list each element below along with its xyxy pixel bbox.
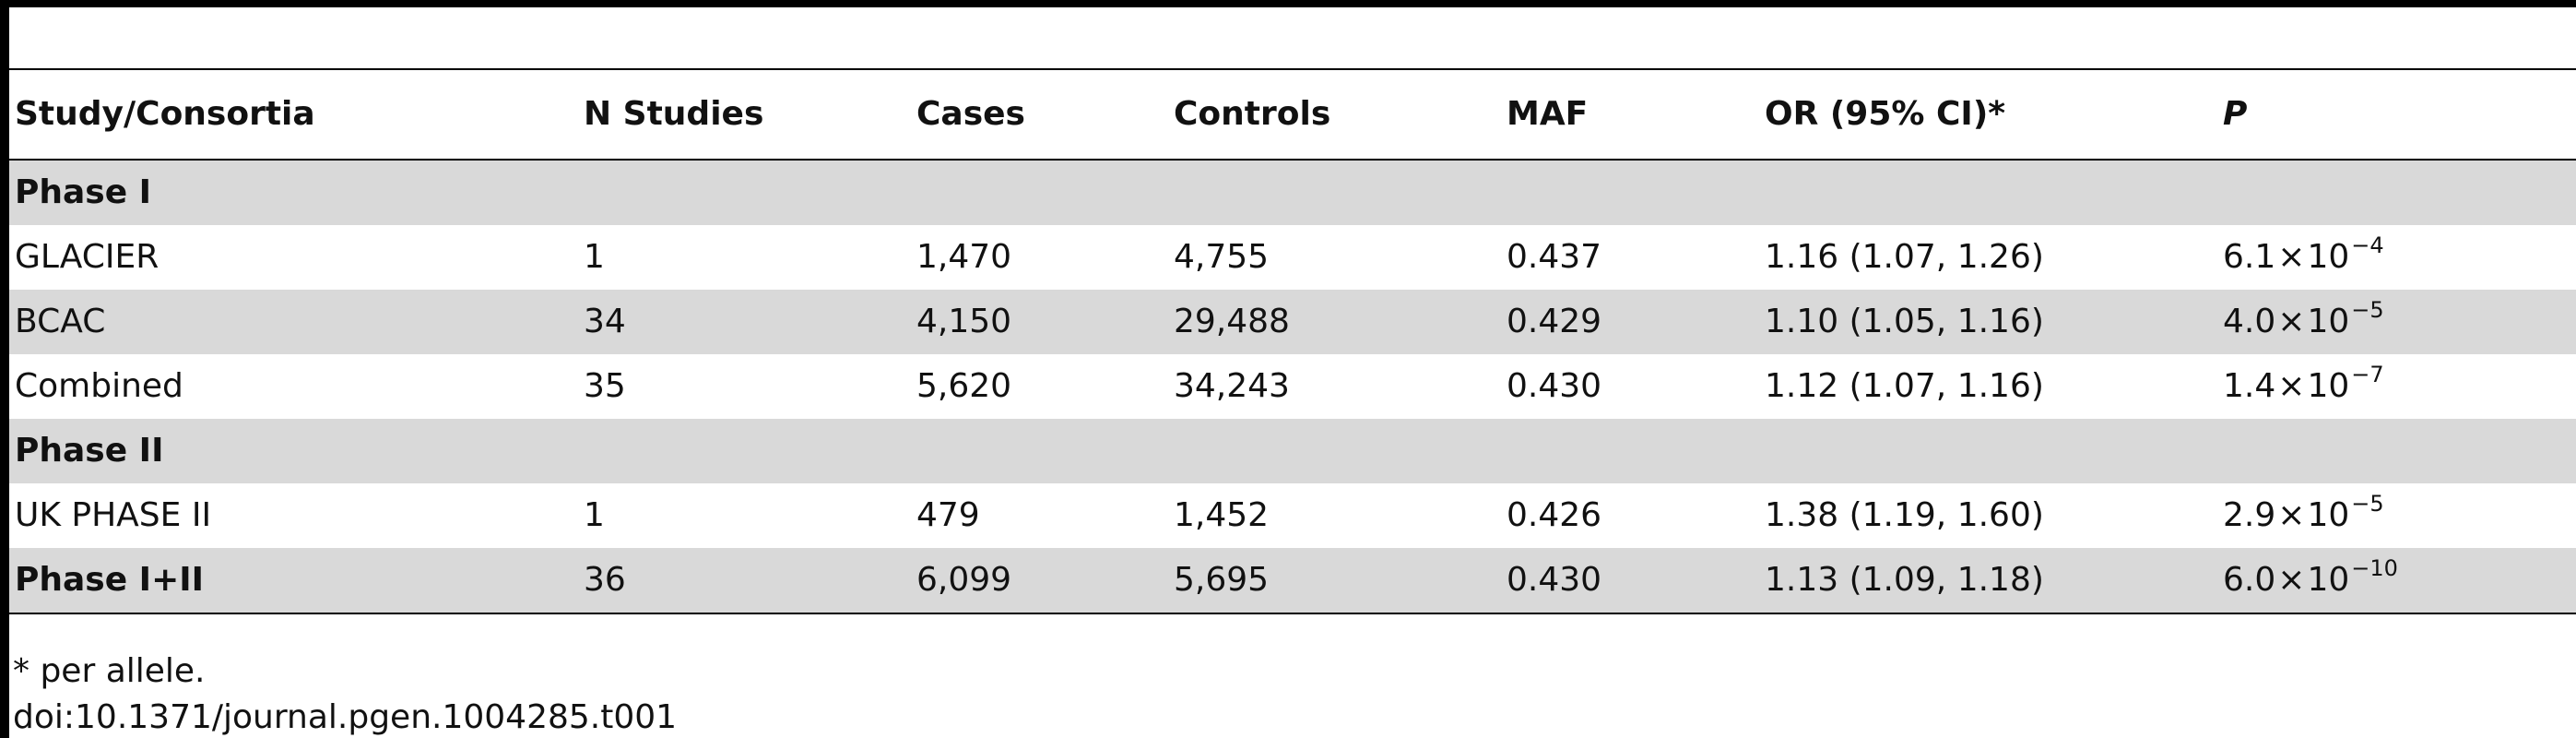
p-base: 10 <box>2307 303 2350 340</box>
cell-cases: 5,620 <box>916 367 1012 405</box>
header-p: P <box>2223 95 2248 133</box>
cell-study: Phase II <box>15 432 164 470</box>
footnote-per-allele: * per allele. <box>13 652 206 690</box>
times-sign: × <box>2277 303 2306 340</box>
cell-n-studies: 1 <box>584 238 605 276</box>
cell-maf: 0.430 <box>1507 367 1602 405</box>
cell-study: Combined <box>15 367 183 405</box>
p-base: 10 <box>2307 496 2350 534</box>
cell-study: UK PHASE II <box>15 496 212 534</box>
p-exponent: −5 <box>2351 491 2384 517</box>
cell-p: 2.9×10−5 <box>2217 493 2576 534</box>
table-row: UK PHASE II 1 479 1,452 0.426 1.38 (1.19, 1.6… <box>9 483 2576 548</box>
table-row: Phase I+II 36 6,099 5,695 0.430 1.13 (1.09, 1… <box>9 548 2576 613</box>
p-mantissa: 6.1 <box>2223 238 2276 276</box>
table-section-row: Phase II <box>9 419 2576 483</box>
p-base: 10 <box>2307 367 2350 405</box>
cell-controls: 5,695 <box>1174 561 1270 599</box>
p-base: 10 <box>2307 238 2350 276</box>
p-exponent: −10 <box>2351 555 2398 581</box>
cell-study: Phase I <box>15 173 152 211</box>
header-n-studies: N Studies <box>584 95 764 133</box>
header-cases: Cases <box>916 95 1025 133</box>
cell-maf: 0.437 <box>1507 238 1602 276</box>
cell-p: 6.1×10−4 <box>2217 234 2576 276</box>
table-row: Combined 35 5,620 34,243 0.430 1.12 (1.07, 1.… <box>9 354 2576 419</box>
cell-study: Phase I+II <box>15 561 205 599</box>
table-body: Phase I GLACIER 1 1,470 4,755 0.437 1.16 (1.07… <box>9 161 2576 613</box>
p-mantissa: 4.0 <box>2223 303 2276 340</box>
header-maf: MAF <box>1507 95 1589 133</box>
cell-cases: 1,470 <box>916 238 1012 276</box>
p-exponent: −5 <box>2351 297 2384 323</box>
times-sign: × <box>2277 367 2306 405</box>
cell-n-studies: 34 <box>584 303 626 340</box>
times-sign: × <box>2277 238 2306 276</box>
cell-p: 4.0×10−5 <box>2217 299 2576 340</box>
cell-p: 1.4×10−7 <box>2217 363 2576 405</box>
cell-cases: 4,150 <box>916 303 1012 340</box>
cell-controls: 29,488 <box>1174 303 1290 340</box>
header-or: OR (95% CI)* <box>1765 95 2006 133</box>
p-mantissa: 1.4 <box>2223 367 2276 405</box>
cell-n-studies: 36 <box>584 561 626 599</box>
cell-maf: 0.430 <box>1507 561 1602 599</box>
cell-maf: 0.429 <box>1507 303 1602 340</box>
cell-or: 1.10 (1.05, 1.16) <box>1765 303 2044 340</box>
table-row: GLACIER 1 1,470 4,755 0.437 1.16 (1.07, 1.26)… <box>9 225 2576 290</box>
left-rule <box>0 0 9 738</box>
header-controls: Controls <box>1174 95 1331 133</box>
cell-controls: 34,243 <box>1174 367 1290 405</box>
cell-or: 1.13 (1.09, 1.18) <box>1765 561 2044 599</box>
table-header-row: Study/Consortia N Studies Cases Controls… <box>9 70 2576 161</box>
cell-controls: 1,452 <box>1174 496 1270 534</box>
p-mantissa: 2.9 <box>2223 496 2276 534</box>
cell-or: 1.38 (1.19, 1.60) <box>1765 496 2044 534</box>
cell-cases: 6,099 <box>916 561 1012 599</box>
cell-n-studies: 1 <box>584 496 605 534</box>
top-rule <box>0 0 2576 7</box>
cell-maf: 0.426 <box>1507 496 1602 534</box>
table-section-row: Phase I <box>9 161 2576 225</box>
cell-controls: 4,755 <box>1174 238 1270 276</box>
doi-text: doi:10.1371/journal.pgen.1004285.t001 <box>13 698 678 736</box>
header-study: Study/Consortia <box>15 95 315 133</box>
p-mantissa: 6.0 <box>2223 561 2276 599</box>
cell-or: 1.12 (1.07, 1.16) <box>1765 367 2044 405</box>
cell-or: 1.16 (1.07, 1.26) <box>1765 238 2044 276</box>
results-table: Study/Consortia N Studies Cases Controls… <box>9 68 2576 614</box>
times-sign: × <box>2277 496 2306 534</box>
p-exponent: −4 <box>2351 232 2384 258</box>
cell-p: 6.0×10−10 <box>2217 557 2576 599</box>
table-row: BCAC 34 4,150 29,488 0.429 1.10 (1.05, 1.16) 4… <box>9 290 2576 354</box>
p-exponent: −7 <box>2351 362 2384 387</box>
cell-n-studies: 35 <box>584 367 626 405</box>
times-sign: × <box>2277 561 2306 599</box>
cell-study: GLACIER <box>15 238 160 276</box>
cell-study: BCAC <box>15 303 106 340</box>
p-base: 10 <box>2307 561 2350 599</box>
cell-cases: 479 <box>916 496 980 534</box>
